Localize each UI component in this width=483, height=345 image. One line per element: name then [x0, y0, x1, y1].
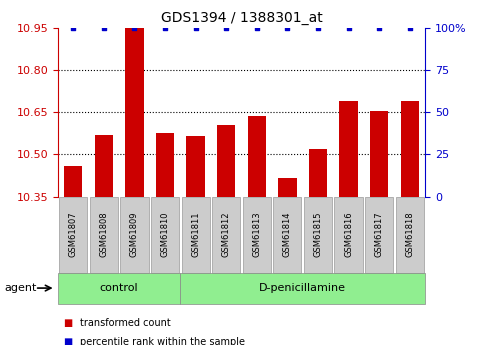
Text: GSM61813: GSM61813 [252, 212, 261, 257]
Bar [217, 125, 235, 345]
Text: GSM61809: GSM61809 [130, 212, 139, 257]
Bar [156, 133, 174, 345]
Point [70, 25, 77, 30]
Text: transformed count: transformed count [80, 318, 170, 327]
Text: ■: ■ [63, 337, 72, 345]
Bar [340, 101, 358, 345]
Point [130, 25, 138, 30]
Text: GSM61816: GSM61816 [344, 212, 353, 257]
Text: percentile rank within the sample: percentile rank within the sample [80, 337, 245, 345]
Bar [309, 149, 327, 345]
Point [314, 25, 322, 30]
Point [161, 25, 169, 30]
Bar [370, 111, 388, 345]
Bar [400, 101, 419, 345]
Text: GSM61808: GSM61808 [99, 212, 108, 257]
Text: control: control [100, 283, 139, 293]
Point [284, 25, 291, 30]
Bar [64, 166, 83, 345]
Bar [186, 136, 205, 345]
Bar [248, 116, 266, 345]
Text: D-penicillamine: D-penicillamine [259, 283, 346, 293]
Point [406, 25, 413, 30]
Point [345, 25, 353, 30]
Text: GSM61814: GSM61814 [283, 212, 292, 257]
Title: GDS1394 / 1388301_at: GDS1394 / 1388301_at [161, 11, 322, 25]
Bar [125, 28, 143, 345]
Bar [278, 178, 297, 345]
Text: ■: ■ [63, 318, 72, 327]
Text: GSM61807: GSM61807 [69, 212, 78, 257]
Point [100, 25, 108, 30]
Point [192, 25, 199, 30]
Text: GSM61811: GSM61811 [191, 212, 200, 257]
Text: GSM61817: GSM61817 [375, 212, 384, 257]
Bar [95, 135, 113, 345]
Point [253, 25, 261, 30]
Point [222, 25, 230, 30]
Text: agent: agent [5, 283, 37, 293]
Text: GSM61812: GSM61812 [222, 212, 231, 257]
Text: GSM61818: GSM61818 [405, 212, 414, 257]
Point [375, 25, 383, 30]
Text: GSM61815: GSM61815 [313, 212, 323, 257]
Text: GSM61810: GSM61810 [160, 212, 170, 257]
